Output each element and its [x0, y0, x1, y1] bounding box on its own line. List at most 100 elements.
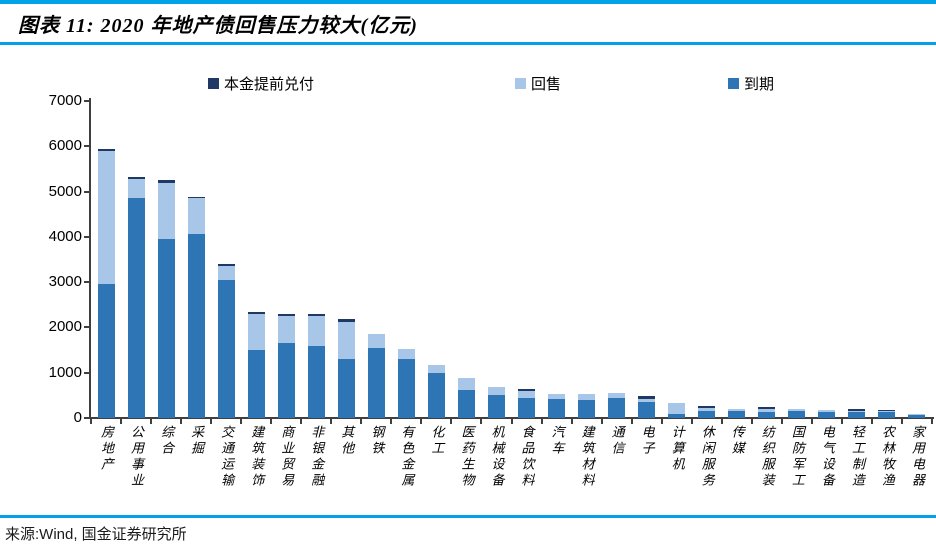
x-axis-tick [420, 419, 423, 424]
x-axis-tick [690, 419, 693, 424]
x-axis-tick [750, 419, 753, 424]
bar-segment-家用电器-到期 [908, 414, 926, 418]
x-axis-label-食品饮料: 食品饮料 [519, 425, 535, 489]
x-axis-tick [600, 419, 603, 424]
y-axis-tick-label: 1000 [48, 363, 82, 381]
legend-label-put-back: 回售 [531, 77, 562, 93]
bar-segment-电气设备-回售 [818, 410, 836, 412]
x-axis-label-采掘: 采掘 [189, 425, 205, 457]
bar-segment-综合-本金提前兑付 [157, 180, 175, 183]
x-axis-tick [150, 419, 153, 424]
x-axis-label-建筑材料: 建筑材料 [579, 425, 595, 489]
legend-label-early-redemption: 本金提前兑付 [224, 77, 315, 93]
legend-swatch-maturity-icon [728, 78, 739, 89]
bar-segment-其他-到期 [337, 359, 355, 418]
bar-segment-公用事业-本金提前兑付 [127, 176, 145, 179]
legend-item-early-redemption: 本金提前兑付 [208, 73, 314, 94]
bar-segment-农林牧渔-回售 [878, 411, 896, 413]
x-axis-label-综合: 综合 [159, 425, 175, 457]
bar-segment-商业贸易-回售 [277, 315, 295, 344]
bar-segment-化工-到期 [427, 373, 445, 418]
bar-segment-机械设备-回售 [487, 386, 505, 396]
bar-segment-有色金属-到期 [397, 359, 415, 418]
y-axis-tick [84, 190, 90, 193]
bar-segment-农林牧渔-到期 [878, 412, 896, 418]
x-axis-tick [900, 419, 903, 424]
bar-segment-其他-回售 [337, 321, 355, 360]
x-axis-tick [270, 419, 273, 424]
bar-segment-纺织服装-到期 [758, 412, 776, 418]
y-axis-tick-label: 4000 [48, 227, 82, 245]
bar-segment-商业贸易-本金提前兑付 [277, 313, 295, 316]
y-axis-tick [84, 417, 90, 419]
x-axis-tick [540, 419, 543, 424]
bar-segment-轻工制造-本金提前兑付 [848, 408, 866, 411]
x-axis-tick [360, 419, 363, 424]
x-axis-label-国防军工: 国防军工 [789, 425, 805, 489]
x-axis-tick [780, 419, 783, 424]
x-axis-tick [870, 419, 873, 424]
x-axis-tick [570, 419, 573, 424]
x-axis-label-传媒: 传媒 [729, 425, 745, 457]
y-axis-tick [84, 326, 90, 329]
bar-segment-休闲服务-本金提前兑付 [698, 405, 716, 408]
bar-segment-交通运输-到期 [217, 279, 235, 418]
y-axis-tick [84, 371, 90, 374]
bar-segment-房地产-本金提前兑付 [97, 148, 115, 152]
bar-segment-计算机-到期 [668, 414, 686, 418]
x-axis-tick [480, 419, 483, 424]
y-axis-tick [84, 100, 90, 102]
x-axis-label-家用电器: 家用电器 [909, 425, 925, 489]
bar-segment-钢铁-到期 [367, 347, 385, 418]
x-axis-tick [300, 419, 303, 424]
bar-segment-钢铁-回售 [367, 334, 385, 348]
bar-segment-建筑装饰-到期 [247, 350, 265, 418]
y-axis-tick-label: 7000 [48, 92, 82, 109]
x-axis-label-机械设备: 机械设备 [489, 425, 505, 489]
bar-segment-纺织服装-本金提前兑付 [758, 406, 776, 409]
bar-segment-轻工制造-回售 [848, 410, 866, 412]
bar-segment-非银金融-本金提前兑付 [307, 313, 325, 317]
bar-segment-家用电器-回售 [908, 414, 926, 415]
legend-swatch-early-redemption-icon [208, 78, 219, 89]
y-axis-tick [84, 145, 90, 148]
x-axis-tick [120, 419, 123, 424]
bar-segment-建筑装饰-回售 [247, 313, 265, 351]
y-axis-tick [84, 235, 90, 238]
bar-segment-公用事业-回售 [127, 178, 145, 199]
x-axis-label-汽车: 汽车 [549, 425, 565, 457]
y-axis-line [89, 98, 91, 419]
bar-segment-建筑材料-回售 [578, 393, 596, 401]
x-axis-tick [390, 419, 393, 424]
x-axis-label-休闲服务: 休闲服务 [699, 425, 715, 489]
bar-segment-采掘-到期 [187, 234, 205, 418]
bar-segment-休闲服务-回售 [698, 407, 716, 411]
legend-item-put-back: 回售 [515, 73, 561, 94]
x-axis-tick [931, 419, 933, 424]
y-axis-tick-label: 6000 [48, 137, 82, 155]
bar-segment-电气设备-到期 [818, 411, 836, 418]
x-axis-label-非银金融: 非银金融 [309, 425, 325, 489]
y-axis-tick [84, 281, 90, 284]
bar-segment-商业贸易-到期 [277, 343, 295, 418]
chart-title: 图表 11: 2020 年地产债回售压力较大(亿元) [18, 15, 418, 37]
x-axis-label-其他: 其他 [339, 425, 355, 457]
x-axis-tick [720, 419, 723, 424]
x-axis-tick [240, 419, 243, 424]
bar-segment-医药生物-回售 [457, 378, 475, 391]
bar-segment-交通运输-本金提前兑付 [217, 264, 235, 266]
bar-segment-采掘-回售 [187, 197, 205, 235]
bar-segment-轻工制造-到期 [848, 411, 866, 418]
x-axis-label-化工: 化工 [429, 425, 445, 457]
bar-segment-传媒-到期 [728, 410, 746, 418]
bar-segment-食品饮料-本金提前兑付 [518, 388, 536, 392]
bar-segment-建筑装饰-本金提前兑付 [247, 311, 265, 314]
bar-segment-其他-本金提前兑付 [337, 319, 355, 322]
x-axis-label-通信: 通信 [609, 425, 625, 457]
y-axis-tick-label: 0 [73, 409, 82, 426]
legend-label-maturity: 到期 [744, 77, 775, 93]
bar-segment-机械设备-到期 [487, 395, 505, 418]
bar-segment-国防军工-到期 [788, 410, 806, 418]
x-axis-line [89, 417, 934, 419]
